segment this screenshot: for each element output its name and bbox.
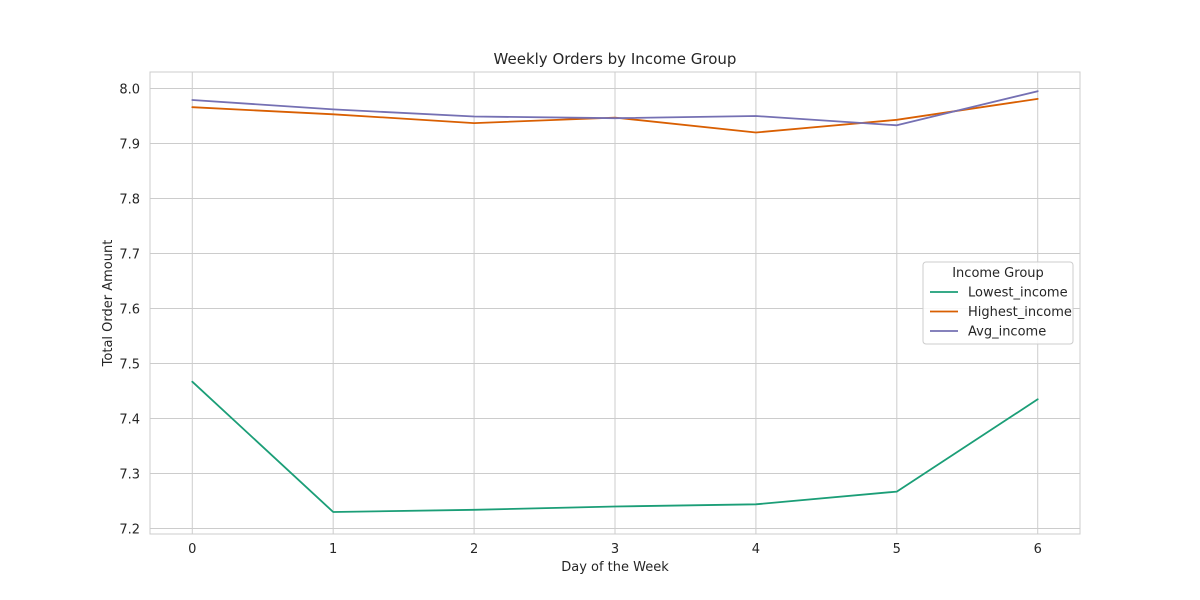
y-tick-label: 7.8 — [119, 193, 140, 208]
y-tick-label: 7.6 — [119, 303, 140, 318]
legend-items: Lowest_income Highest_income Avg_income — [930, 286, 1072, 340]
plot-frame — [149, 71, 1081, 535]
y-axis-label: Total Order Amount — [101, 240, 116, 368]
series-line-lowest-income — [191, 380, 1039, 513]
x-tick-labels: 0 1 2 3 4 5 6 — [188, 542, 1042, 557]
chart-title: Weekly Orders by Income Group — [494, 50, 737, 68]
legend-box — [922, 261, 1074, 345]
legend: Income Group Lowest_income Highest_income… — [922, 261, 1074, 345]
y-tick-label: 7.4 — [119, 413, 140, 428]
y-tick-labels: 7.2 7.3 7.4 7.5 7.6 7.7 7.8 7.9 8.0 — [119, 83, 140, 538]
y-gridlines — [150, 88, 1080, 529]
y-tick-label: 7.9 — [119, 138, 140, 153]
y-tick-label: 8.0 — [119, 83, 140, 98]
x-tick-label: 6 — [1034, 542, 1042, 557]
x-tick-label: 2 — [470, 542, 478, 557]
x-tick-label: 5 — [893, 542, 901, 557]
x-tick-label: 1 — [329, 542, 337, 557]
x-tick-label: 4 — [752, 542, 760, 557]
legend-title: Income Group — [952, 266, 1044, 281]
x-gridlines — [191, 72, 1039, 534]
series-lines — [191, 90, 1039, 513]
legend-label-avg-income: Avg_income — [968, 325, 1046, 340]
x-tick-label: 0 — [188, 542, 196, 557]
x-axis-label: Day of the Week — [561, 560, 669, 575]
y-tick-label: 7.2 — [119, 523, 140, 538]
legend-label-highest-income: Highest_income — [968, 305, 1072, 320]
y-tick-label: 7.7 — [119, 248, 140, 263]
x-tick-label: 3 — [611, 542, 619, 557]
series-line-avg-income — [191, 90, 1039, 127]
y-tick-label: 7.3 — [119, 468, 140, 483]
legend-label-lowest-income: Lowest_income — [968, 286, 1068, 301]
y-tick-label: 7.5 — [119, 358, 140, 373]
